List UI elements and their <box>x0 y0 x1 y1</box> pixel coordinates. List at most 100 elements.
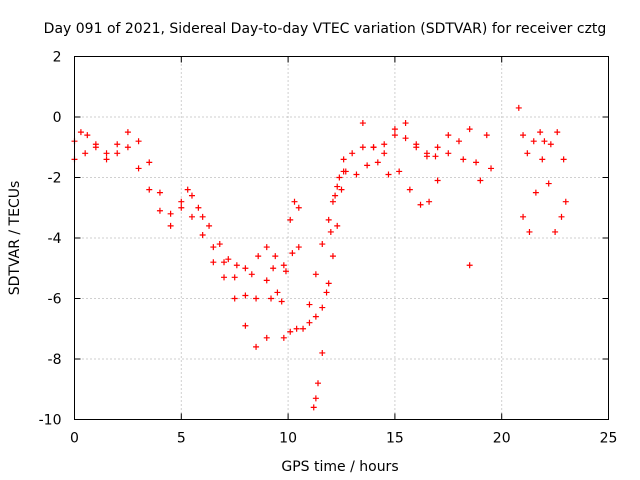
data-point <box>334 222 341 229</box>
data-point <box>225 256 232 263</box>
data-point <box>473 159 480 166</box>
data-point <box>466 262 473 269</box>
data-point <box>295 244 302 251</box>
series-arc-a <box>71 129 277 302</box>
data-point <box>413 144 420 151</box>
data-point <box>210 244 217 251</box>
data-point <box>560 156 567 163</box>
y-tick-label: -10 <box>39 413 62 429</box>
data-point <box>274 289 281 296</box>
data-point <box>221 274 228 281</box>
data-point <box>280 262 287 269</box>
data-point <box>92 144 99 151</box>
y-tick-label: -8 <box>48 352 62 368</box>
x-tick-label: 25 <box>600 431 618 447</box>
data-point <box>340 156 347 163</box>
data-point <box>426 198 433 205</box>
data-point <box>342 168 349 175</box>
data-point <box>477 177 484 184</box>
grid-lines <box>74 56 609 420</box>
data-point <box>329 198 336 205</box>
x-tick-label: 15 <box>386 431 404 447</box>
data-point <box>381 141 388 148</box>
series-arc-d <box>268 198 302 305</box>
data-point <box>319 304 326 311</box>
data-point <box>82 150 89 157</box>
data-point <box>520 132 527 139</box>
data-points <box>71 104 569 411</box>
data-point <box>312 313 319 320</box>
data-point <box>391 132 398 139</box>
data-point <box>554 129 561 136</box>
data-point <box>325 216 332 223</box>
data-point <box>455 138 462 145</box>
data-point <box>289 250 296 257</box>
series-arc-n <box>515 104 567 163</box>
data-point <box>199 231 206 238</box>
data-point <box>231 295 238 302</box>
x-tick-label: 20 <box>493 431 511 447</box>
data-point <box>332 192 339 199</box>
y-tick-label: 2 <box>53 50 62 66</box>
y-tick-label: 0 <box>53 110 62 126</box>
data-point <box>515 104 522 111</box>
data-point <box>103 156 110 163</box>
data-point <box>385 171 392 178</box>
data-point <box>103 150 110 157</box>
data-point <box>280 334 287 341</box>
data-point <box>530 138 537 145</box>
series-arc-b <box>71 144 270 350</box>
data-point <box>167 210 174 217</box>
data-point <box>263 244 270 251</box>
x-tick-label: 5 <box>177 431 186 447</box>
data-point <box>282 268 289 275</box>
data-point <box>545 180 552 187</box>
x-tick-label: 0 <box>70 431 79 447</box>
data-point <box>532 189 539 196</box>
data-point <box>210 259 217 266</box>
data-point <box>312 271 319 278</box>
data-point <box>195 204 202 211</box>
data-point <box>188 192 195 199</box>
data-point <box>402 120 409 127</box>
data-point <box>325 280 332 287</box>
data-point <box>338 186 345 193</box>
y-tick-label: -6 <box>48 292 62 308</box>
data-point <box>263 277 270 284</box>
series-arc-i <box>340 132 452 163</box>
data-point <box>178 204 185 211</box>
series-arc-o <box>520 156 569 235</box>
data-point <box>406 186 413 193</box>
data-point <box>432 153 439 160</box>
chart-title: Day 091 of 2021, Sidereal Day-to-day VTE… <box>44 21 607 37</box>
data-point <box>146 159 153 166</box>
series-arc-h <box>306 183 341 308</box>
data-point <box>253 295 260 302</box>
data-point <box>334 183 341 190</box>
data-point <box>270 265 277 272</box>
y-axis-label: SDTVAR / TECUs <box>7 181 23 296</box>
data-point <box>278 298 285 305</box>
series-arc-f <box>310 380 322 411</box>
data-point <box>295 204 302 211</box>
data-point <box>327 228 334 235</box>
series-arc-g <box>319 168 347 356</box>
data-point <box>124 129 131 136</box>
data-point <box>248 271 255 278</box>
data-point <box>253 343 260 350</box>
x-tick-label: 10 <box>279 431 297 447</box>
data-point <box>242 265 249 272</box>
data-point <box>221 259 228 266</box>
data-point <box>520 213 527 220</box>
data-point <box>396 168 403 175</box>
data-point <box>114 150 121 157</box>
data-point <box>364 162 371 169</box>
data-point <box>233 262 240 269</box>
data-point <box>466 126 473 133</box>
data-point <box>417 201 424 208</box>
data-point <box>114 141 121 148</box>
data-point <box>156 189 163 196</box>
data-point <box>300 325 307 332</box>
data-point <box>460 156 467 163</box>
